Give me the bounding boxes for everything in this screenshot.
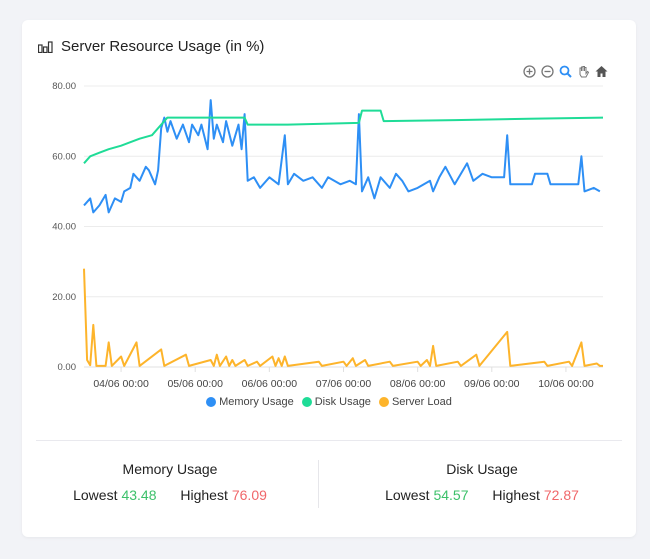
series-line-disk-usage — [83, 109, 604, 164]
x-tick-label: 05/06 00:00 — [167, 378, 223, 390]
disk-lowest-value: 54.57 — [433, 487, 469, 503]
legend-server-load[interactable]: Server Load — [378, 396, 452, 408]
x-tick-label: 08/06 00:00 — [390, 378, 446, 390]
bar-chart-icon — [38, 40, 53, 53]
legend-disk-usage[interactable]: Disk Usage — [301, 396, 371, 408]
legend-label: Disk Usage — [314, 396, 371, 408]
disk-highest-value: 72.87 — [543, 487, 579, 503]
y-tick-label: 0.00 — [58, 362, 77, 373]
lowest-label: Lowest — [385, 487, 430, 503]
vertical-divider — [318, 460, 319, 508]
server-resource-card: Server Resource Usage (in %) 80.00 60.00 4… — [22, 20, 636, 537]
y-tick-label: 80.00 — [52, 81, 76, 92]
legend-label: Memory Usage — [219, 396, 294, 408]
stat-title: Memory Usage — [122, 461, 218, 477]
legend-memory-usage[interactable]: Memory Usage — [206, 396, 294, 408]
memory-lowest-value: 43.48 — [121, 487, 157, 503]
lowest-label: Lowest — [73, 487, 118, 503]
legend-marker — [206, 397, 217, 407]
x-tick-label: 09/06 00:00 — [464, 378, 520, 390]
memory-highest-value: 76.09 — [231, 487, 267, 503]
legend-label: Server Load — [391, 396, 452, 408]
chart-legend: Memory Usage Disk Usage Server Load — [22, 396, 636, 408]
card-title: Server Resource Usage (in %) — [61, 38, 265, 55]
memory-usage-stats: Memory Usage Lowest 43.48 Highest 76.09 — [22, 461, 318, 503]
stat-title: Disk Usage — [446, 461, 518, 477]
card-header: Server Resource Usage (in %) — [38, 38, 264, 55]
disk-usage-stats: Disk Usage Lowest 54.57 Highest 72.87 — [334, 461, 630, 503]
x-tick-label: 10/06 00:00 — [538, 378, 594, 390]
series-line-memory-usage — [83, 99, 601, 214]
legend-marker — [301, 397, 312, 407]
x-tick-label: 06/06 00:00 — [242, 378, 298, 390]
zoom-out-icon[interactable] — [540, 64, 554, 78]
chart-area: 80.00 60.00 40.00 20.00 0.00 04/06 00:00 05/06… — [52, 81, 604, 390]
legend-marker — [378, 397, 389, 407]
series-line-server-load — [83, 268, 603, 367]
home-reset-icon[interactable] — [594, 64, 608, 78]
highest-label: Highest — [180, 487, 228, 503]
highest-label: Highest — [492, 487, 540, 503]
y-tick-label: 20.00 — [52, 292, 76, 303]
y-tick-label: 60.00 — [52, 151, 76, 162]
divider — [36, 440, 622, 441]
x-tick-label: 07/06 00:00 — [316, 378, 372, 390]
y-tick-label: 40.00 — [52, 222, 76, 233]
zoom-search-icon[interactable] — [558, 64, 572, 78]
pan-hand-icon[interactable] — [576, 64, 590, 78]
chart-toolbar — [522, 64, 608, 78]
x-tick-label: 04/06 00:00 — [93, 378, 149, 390]
zoom-in-icon[interactable] — [522, 64, 536, 78]
